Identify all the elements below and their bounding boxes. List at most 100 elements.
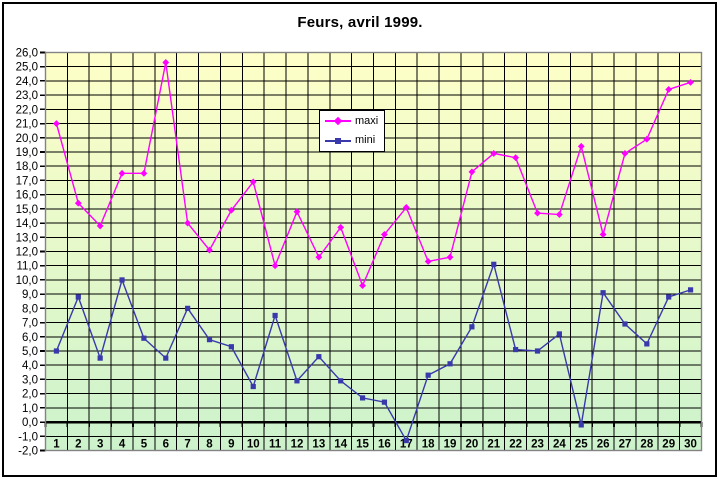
mini-point: [513, 346, 519, 353]
y-tick-label: 15,0: [16, 204, 38, 216]
x-tick-label: 6: [163, 439, 169, 451]
y-tick-label: 3,0: [22, 374, 38, 386]
mini-point: [272, 312, 278, 319]
maxi-point: [293, 208, 301, 216]
mini-point: [338, 378, 344, 384]
mini-point: [578, 422, 584, 428]
mini-point: [491, 261, 497, 267]
maxi-line: [55, 62, 691, 288]
maxi-point: [249, 178, 257, 186]
maxi-point: [96, 222, 104, 230]
diamond-marker-icon: [333, 117, 343, 126]
y-tick-label: 6,0: [22, 332, 38, 344]
x-tick-label: 8: [206, 439, 213, 451]
legend: maxi mini: [319, 110, 385, 152]
mini-point: [141, 335, 147, 341]
maxi-point: [599, 231, 607, 238]
x-tick-label: 2: [75, 439, 81, 451]
mini-point: [53, 348, 60, 354]
mini-point: [381, 399, 388, 405]
y-tick-label: 25,0: [16, 62, 38, 74]
maxi-point: [118, 169, 126, 177]
y-tick-label: 14,0: [16, 218, 38, 230]
maxi-point: [184, 219, 192, 227]
legend-label-mini: mini: [355, 134, 376, 147]
y-tick-label: 22,0: [16, 104, 38, 116]
maxi-point: [577, 142, 585, 150]
x-tick-label: 4: [119, 439, 126, 451]
maxi-point: [140, 169, 148, 177]
x-tick-label: 10: [247, 439, 260, 451]
x-tick-label: 14: [334, 439, 347, 451]
mini-point: [316, 354, 322, 360]
mini-point: [622, 321, 628, 327]
mini-point: [687, 287, 694, 293]
x-tick-label: 5: [141, 439, 148, 451]
mini-point: [119, 277, 125, 283]
y-tick-label: 2,0: [22, 389, 38, 401]
y-tick-label: 21,0: [16, 119, 38, 131]
y-tick-label: 18,0: [16, 161, 38, 173]
mini-point: [206, 337, 213, 343]
mini-point: [75, 294, 81, 300]
x-tick-label: 17: [400, 439, 413, 451]
legend-item-mini: mini: [320, 132, 384, 150]
maxi-point: [206, 246, 213, 254]
x-tick-label: 28: [640, 439, 653, 451]
mini-point: [163, 355, 169, 361]
y-tick-label: -2,0: [18, 446, 38, 458]
y-tick-label: 8,0: [22, 303, 38, 315]
mini-point: [534, 348, 541, 354]
legend-label-maxi: maxi: [355, 114, 379, 127]
maxi-point: [162, 59, 170, 66]
chart-title: Feurs, avril 1999.: [297, 14, 423, 31]
y-tick-label: 23,0: [16, 90, 38, 102]
maxi-point: [468, 168, 476, 176]
maxi-point: [512, 154, 520, 162]
y-tick-label: 19,0: [16, 147, 38, 159]
y-tick-label: 20,0: [16, 133, 38, 145]
x-tick-label: 9: [228, 439, 234, 451]
x-tick-label: 25: [575, 439, 588, 451]
y-tick-label: 12,0: [16, 247, 38, 259]
x-tick-label: 22: [509, 439, 522, 451]
maxi-point: [53, 120, 60, 127]
mini-point: [403, 437, 409, 444]
mini-point: [469, 324, 475, 330]
legend-item-maxi: maxi: [320, 112, 384, 130]
mini-point: [359, 395, 366, 401]
y-tick-label: 26,0: [16, 48, 38, 60]
mini-point: [185, 305, 191, 311]
y-tick-label: 17,0: [16, 175, 38, 187]
maxi-point: [446, 253, 454, 261]
x-tick-label: 7: [184, 439, 190, 451]
y-tick-label: 1,0: [22, 403, 38, 415]
mini-point: [425, 372, 431, 378]
maxi-point: [381, 231, 388, 238]
mini-point: [250, 383, 256, 390]
y-tick-label: 5,0: [22, 346, 38, 358]
maxi-point: [424, 258, 432, 265]
y-tick-label: 13,0: [16, 232, 38, 244]
x-tick-label: 16: [378, 439, 391, 451]
square-marker-icon: [335, 137, 341, 144]
x-tick-label: 21: [487, 439, 500, 451]
maxi-point: [359, 282, 366, 290]
y-tick-label: 16,0: [16, 190, 38, 202]
x-tick-label: 18: [422, 439, 435, 451]
x-tick-label: 24: [553, 439, 566, 451]
x-tick-label: 3: [97, 439, 103, 451]
mini-point: [228, 344, 234, 350]
maxi-point: [621, 150, 629, 157]
maxi-point: [534, 209, 541, 217]
x-tick-label: 1: [53, 439, 60, 451]
maxi-point: [402, 204, 410, 211]
maxi-series-sample: [325, 116, 351, 126]
x-tick-label: 26: [597, 439, 610, 451]
x-tick-label: 23: [531, 439, 544, 451]
maxi-point: [271, 262, 279, 270]
y-tick-label: 4,0: [22, 360, 38, 372]
y-tick-label: 11,0: [16, 261, 38, 273]
